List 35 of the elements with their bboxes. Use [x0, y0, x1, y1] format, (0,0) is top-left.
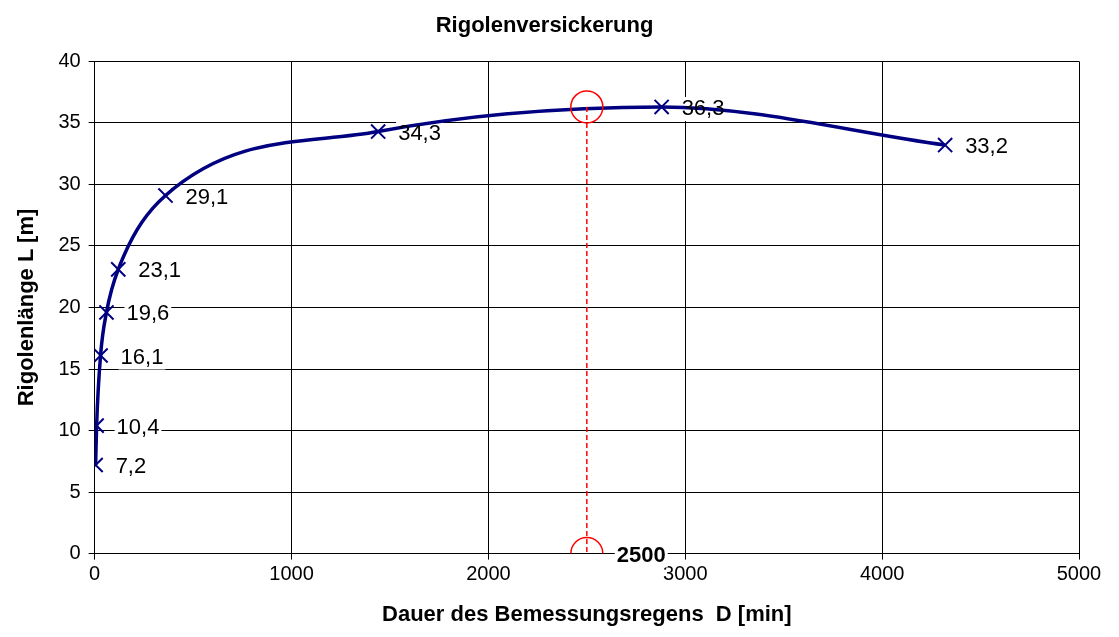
x-axis-title: Dauer des Bemessungsregens D [min]	[382, 600, 792, 626]
y-tick-label: 40	[58, 48, 81, 71]
x-tick-label: 5000	[1056, 562, 1102, 585]
chart-title: Rigolenversickerung	[435, 12, 654, 38]
x-tick-label: 3000	[663, 562, 708, 585]
y-tick-label: 0	[69, 541, 81, 564]
data-label: 19,6	[126, 300, 170, 326]
x-tick-label: 2000	[466, 562, 511, 585]
point	[937, 137, 954, 154]
annotation: 2500	[616, 541, 666, 567]
data-label: 10,4	[116, 413, 160, 439]
data-label: 23,1	[138, 257, 182, 283]
x-tick-label: 0	[89, 562, 101, 585]
x-tick-label: 1000	[269, 562, 314, 585]
point	[653, 98, 670, 115]
x-tick-label: 4000	[859, 562, 905, 585]
y-tick-label: 30	[58, 171, 81, 194]
y-tick-label: 35	[58, 110, 81, 133]
point	[94, 347, 109, 364]
point	[110, 261, 127, 278]
point	[98, 304, 115, 321]
data-label: 33,2	[965, 133, 1008, 159]
y-tick-label: 25	[58, 233, 81, 256]
y-tick-label: 15	[58, 356, 81, 379]
y-axis-title: Rigolenlänge L [m]	[13, 208, 39, 407]
data-label: 7,2	[115, 453, 147, 479]
data-label: 29,1	[185, 183, 229, 209]
y-tick-label: 10	[58, 418, 81, 441]
y-tick-label: 5	[69, 479, 81, 502]
point	[157, 187, 174, 204]
y-tick-label: 20	[58, 295, 81, 318]
data-label: 34,3	[398, 119, 441, 145]
point	[370, 123, 387, 140]
point	[570, 90, 604, 124]
data-label: 16,1	[120, 343, 164, 369]
